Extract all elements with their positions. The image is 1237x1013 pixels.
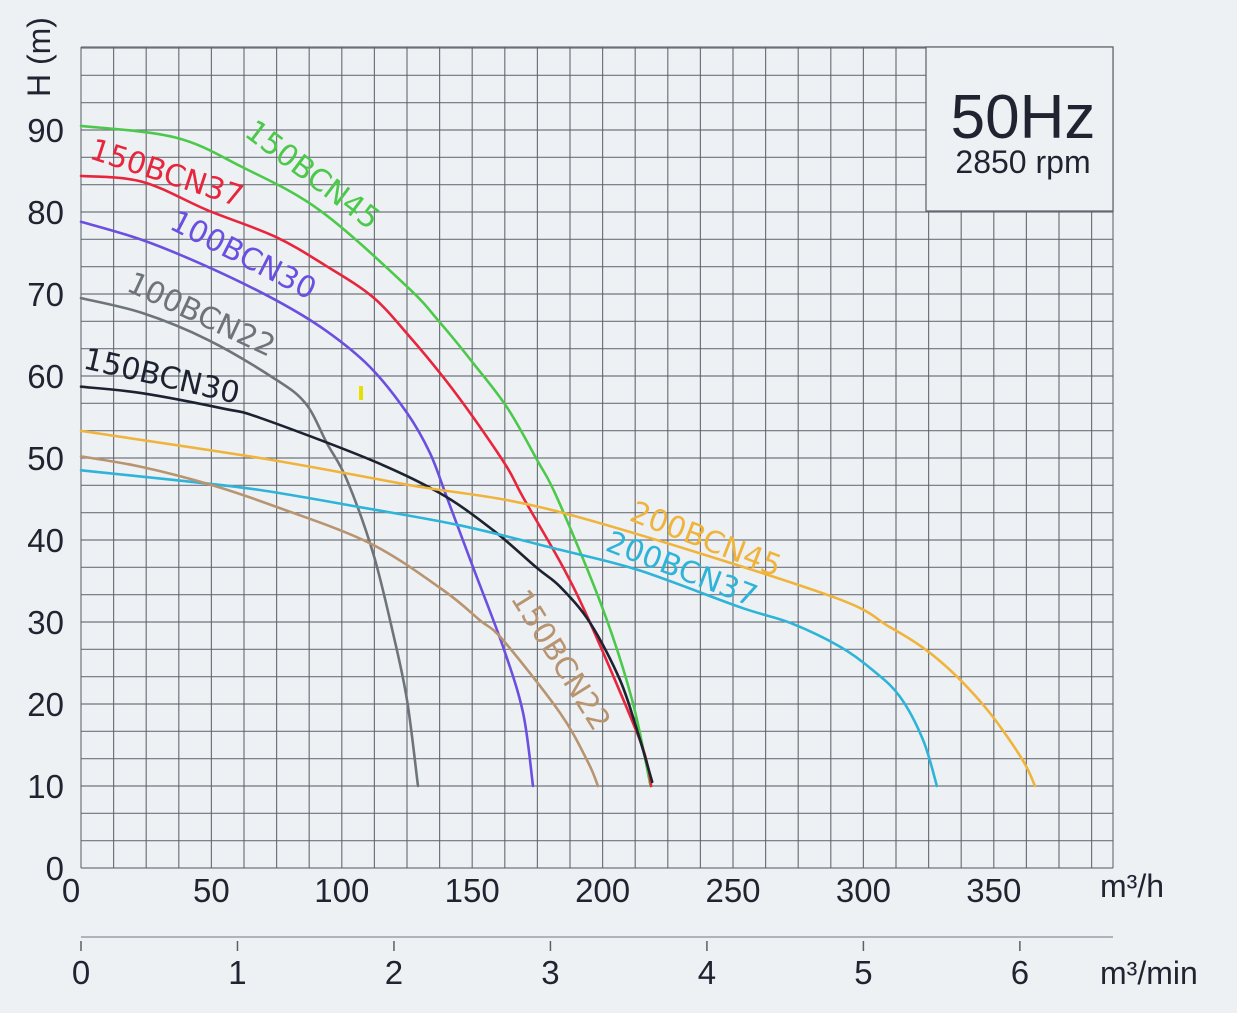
- secondary-x-tick-label: 6: [1011, 954, 1029, 991]
- secondary-x-tick-label: 5: [854, 954, 872, 991]
- y-tick-label: 10: [27, 768, 64, 805]
- series-line-150BCN45: [79, 124, 652, 788]
- series-line-200BCN45: [79, 429, 1037, 788]
- y-axis-title: H (m): [21, 17, 57, 97]
- series-line-200BCN37: [79, 469, 939, 788]
- y-tick-label: 80: [27, 194, 64, 231]
- y-tick-label: 40: [27, 522, 64, 559]
- secondary-x-tick-label: 0: [72, 954, 90, 991]
- x-tick-label: 200: [575, 872, 630, 909]
- series-line-150BCN30: [79, 385, 654, 784]
- series-label-150BCN37: 150BCN37: [86, 132, 248, 214]
- series-line-150BCN22: [79, 455, 600, 788]
- series-line-100BCN22: [79, 296, 420, 788]
- secondary-x-tick-label: 2: [385, 954, 403, 991]
- x-tick-label: 250: [705, 872, 760, 909]
- series-group: [79, 124, 1037, 788]
- x-tick-label: 150: [445, 872, 500, 909]
- info-box: [925, 46, 1114, 212]
- secondary-axis-unit: m³/min: [1100, 955, 1198, 991]
- x-tick-label: 300: [836, 872, 891, 909]
- speed-label: 2850 rpm: [955, 144, 1090, 180]
- y-tick-label: 30: [27, 604, 64, 641]
- frequency-label: 50Hz: [951, 83, 1096, 152]
- y-tick-label: 90: [27, 112, 64, 149]
- secondary-x-tick-label: 4: [698, 954, 716, 991]
- x-axis-ticks: 0 50 100 150 200 250 300 350: [62, 872, 1022, 909]
- secondary-x-axis: 0 1 2 3 4 5 6: [72, 936, 1113, 991]
- x-tick-label: 350: [966, 872, 1021, 909]
- series-line-100BCN30: [79, 220, 535, 788]
- y-axis-ticks: 0 10 20 30 40 50 60 70 80 90: [27, 112, 64, 887]
- y-tick-label: 0: [46, 850, 64, 887]
- y-tick-label: 20: [27, 686, 64, 723]
- secondary-x-tick-label: 1: [228, 954, 246, 991]
- grid: [80, 46, 1114, 869]
- y-tick-label: 60: [27, 358, 64, 395]
- x-tick-label: 50: [193, 872, 230, 909]
- x-tick-label: 0: [62, 872, 80, 909]
- secondary-x-tick-label: 3: [541, 954, 559, 991]
- yellow-marker: [359, 386, 363, 400]
- series-line-150BCN37: [79, 174, 653, 788]
- x-axis-unit: m³/h: [1100, 868, 1164, 904]
- y-tick-label: 70: [27, 276, 64, 313]
- series-label-150BCN30: 150BCN30: [80, 342, 243, 412]
- x-tick-label: 100: [314, 872, 369, 909]
- y-tick-label: 50: [27, 440, 64, 477]
